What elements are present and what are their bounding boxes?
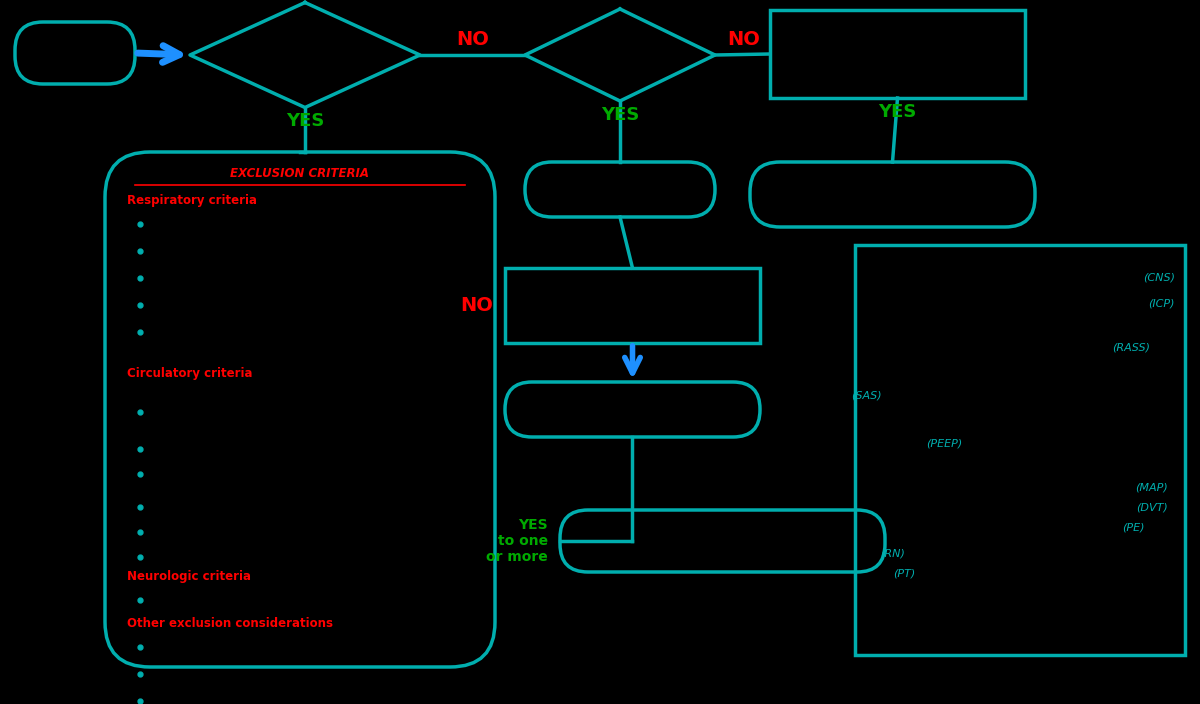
Text: NO: NO xyxy=(456,30,488,49)
Text: (RASS): (RASS) xyxy=(1112,342,1150,352)
Text: (MAP): (MAP) xyxy=(1135,482,1168,492)
Text: (CNS): (CNS) xyxy=(1142,272,1175,282)
Text: YES: YES xyxy=(878,103,917,121)
Text: EXCLUSION CRITERIA: EXCLUSION CRITERIA xyxy=(230,167,370,180)
Text: NO: NO xyxy=(460,296,493,315)
Text: Other exclusion considerations: Other exclusion considerations xyxy=(127,617,334,630)
Bar xyxy=(505,268,760,343)
Text: Circulatory criteria: Circulatory criteria xyxy=(127,367,252,380)
Text: (ICP): (ICP) xyxy=(1148,298,1175,308)
Text: (SAS): (SAS) xyxy=(851,390,882,400)
Text: (PE): (PE) xyxy=(1122,522,1145,532)
Text: YES
to one
or more: YES to one or more xyxy=(486,518,548,564)
Text: Neurologic criteria: Neurologic criteria xyxy=(127,570,251,583)
Text: Respiratory criteria: Respiratory criteria xyxy=(127,194,257,207)
Bar xyxy=(770,10,1025,98)
Text: NO: NO xyxy=(727,30,760,49)
Text: (RN): (RN) xyxy=(880,548,905,558)
Bar xyxy=(856,245,1186,655)
Text: YES: YES xyxy=(286,113,324,130)
Text: (DVT): (DVT) xyxy=(1136,502,1168,512)
Text: (PT): (PT) xyxy=(893,568,916,578)
Text: (PEEP): (PEEP) xyxy=(925,438,962,448)
Text: YES: YES xyxy=(601,106,640,124)
